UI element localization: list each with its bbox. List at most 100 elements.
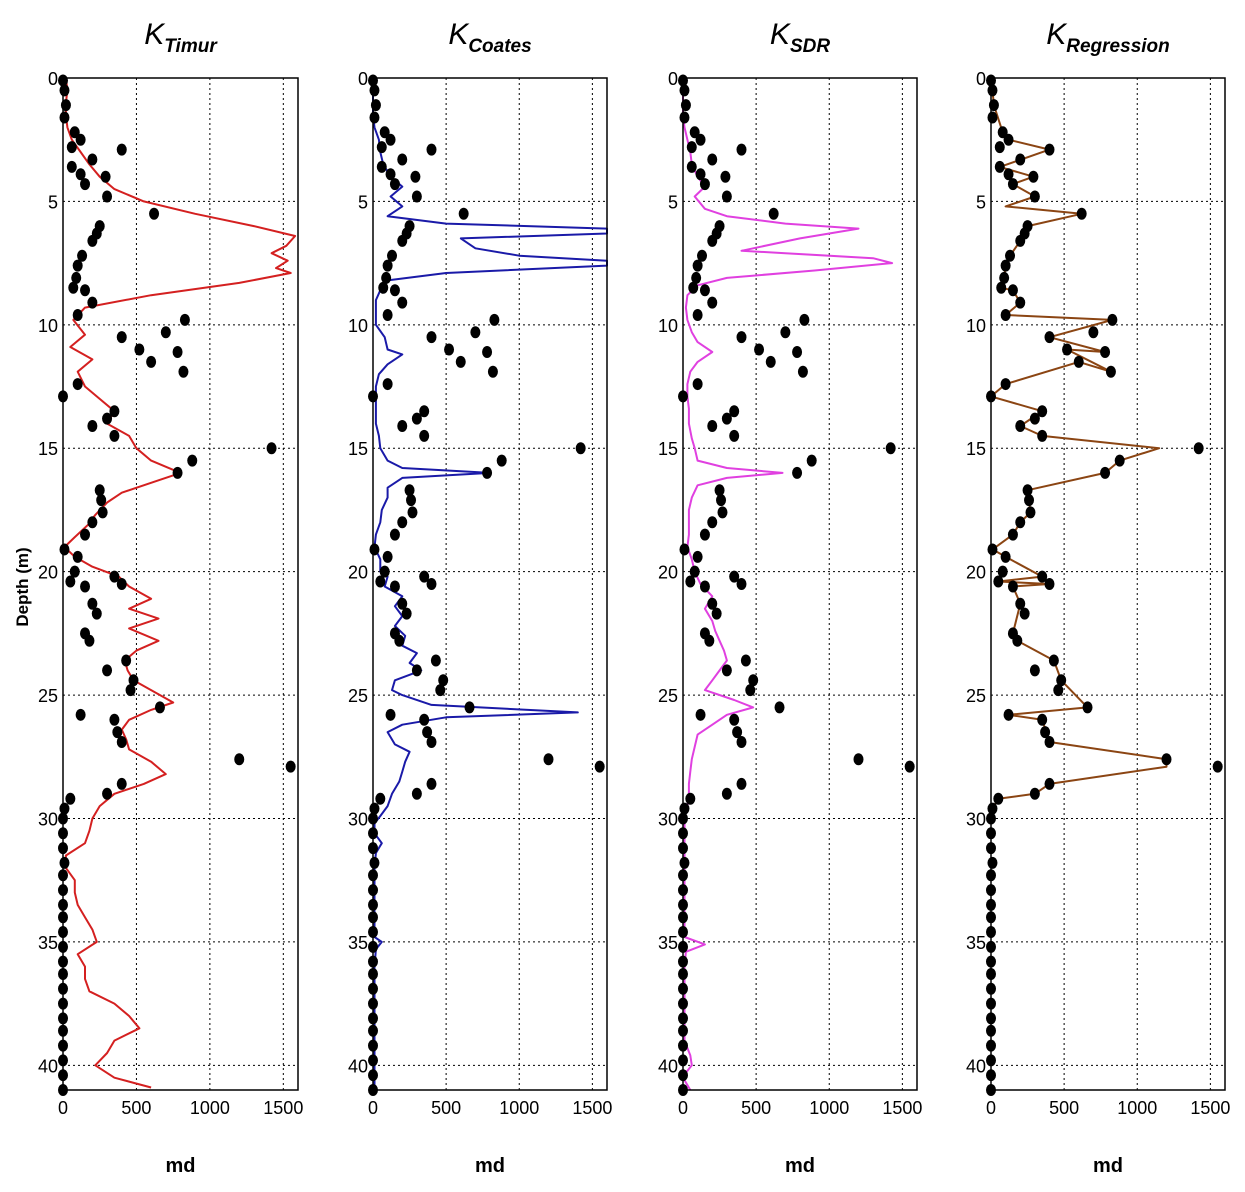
data-point xyxy=(149,207,160,220)
data-point xyxy=(470,326,481,339)
x-tick-label: 1500 xyxy=(882,1098,922,1118)
data-point xyxy=(1053,684,1064,697)
x-tick-label: 0 xyxy=(368,1098,378,1118)
x-axis-label: md xyxy=(1093,1155,1123,1177)
data-point xyxy=(438,674,449,687)
data-point xyxy=(72,259,83,272)
data-point xyxy=(146,355,157,368)
data-point xyxy=(1015,234,1026,247)
y-tick-label: 10 xyxy=(38,316,58,336)
data-point xyxy=(1082,701,1093,714)
data-point xyxy=(116,735,127,748)
data-point xyxy=(679,84,690,97)
data-point xyxy=(904,760,915,773)
data-point xyxy=(109,405,120,418)
data-point xyxy=(96,494,107,507)
data-point xyxy=(1062,343,1073,356)
data-point xyxy=(721,190,732,203)
data-point xyxy=(376,141,387,154)
data-point xyxy=(121,654,132,667)
data-point xyxy=(994,160,1005,173)
data-point xyxy=(1044,578,1055,590)
data-point xyxy=(109,713,120,726)
y-tick-label: 10 xyxy=(348,316,368,336)
data-point xyxy=(80,178,91,191)
data-point xyxy=(685,792,696,805)
data-point xyxy=(100,170,111,183)
data-point xyxy=(1029,664,1040,677)
data-point xyxy=(1044,735,1055,748)
data-point xyxy=(699,178,710,191)
data-point xyxy=(1000,308,1011,321)
data-point xyxy=(75,168,86,181)
panel-regression: 0 5 10 15 20 25 30 35 40 0 500 1000 1500 md KRegressio… xyxy=(966,18,1230,1177)
data-point xyxy=(1029,412,1040,425)
data-point xyxy=(797,365,808,378)
y-tick-label: 40 xyxy=(658,1056,678,1076)
y-tick-label: 0 xyxy=(668,69,678,89)
x-tick-label: 0 xyxy=(58,1098,68,1118)
data-point xyxy=(1088,326,1099,339)
data-point xyxy=(72,550,83,563)
x-axis-label: md xyxy=(785,1155,815,1177)
y-tick-label: 15 xyxy=(38,439,58,459)
title-main: K xyxy=(770,18,792,51)
data-point xyxy=(594,760,605,773)
data-point xyxy=(1007,284,1018,297)
data-point xyxy=(765,355,776,368)
data-point xyxy=(394,634,405,647)
data-point xyxy=(1037,570,1048,583)
title-subscript: Regression xyxy=(1066,36,1169,57)
plot-frame xyxy=(990,77,1226,1091)
data-point xyxy=(482,345,493,358)
data-point xyxy=(489,313,500,326)
data-point xyxy=(116,331,127,344)
data-point xyxy=(59,856,70,869)
data-point xyxy=(419,570,430,583)
data-point xyxy=(482,466,493,479)
data-point xyxy=(382,308,393,321)
data-point xyxy=(397,516,408,529)
data-point xyxy=(1000,378,1011,391)
data-point xyxy=(1107,313,1118,326)
data-point xyxy=(714,484,725,497)
data-point xyxy=(116,777,127,790)
y-tick-label: 10 xyxy=(658,316,678,336)
data-point xyxy=(65,792,76,805)
data-point xyxy=(691,271,702,284)
title-main: K xyxy=(144,18,166,51)
data-point xyxy=(387,249,398,262)
data-point xyxy=(426,777,437,790)
data-point xyxy=(768,207,779,220)
x-tick-label: 500 xyxy=(1049,1098,1079,1118)
data-point xyxy=(404,484,415,497)
data-point xyxy=(69,565,80,578)
data-point xyxy=(406,494,417,507)
data-point xyxy=(112,726,123,739)
x-tick-label: 500 xyxy=(741,1098,771,1118)
data-point xyxy=(385,168,396,181)
y-tick-label: 30 xyxy=(658,809,678,829)
data-point xyxy=(444,343,455,356)
data-point xyxy=(729,713,740,726)
data-point xyxy=(102,787,113,800)
data-point xyxy=(397,153,408,166)
data-point xyxy=(729,570,740,583)
data-point xyxy=(382,259,393,272)
data-point xyxy=(792,345,803,358)
data-point xyxy=(385,708,396,721)
data-point xyxy=(59,543,70,556)
data-point xyxy=(1028,170,1039,183)
data-point xyxy=(699,284,710,297)
data-point xyxy=(774,701,785,714)
y-tick-label: 25 xyxy=(658,686,678,706)
data-point xyxy=(487,365,498,378)
data-point xyxy=(987,543,998,556)
y-tick-label: 35 xyxy=(38,933,58,953)
data-point xyxy=(66,141,77,154)
panel-title: KCoates xyxy=(448,18,531,57)
y-tick-label: 20 xyxy=(966,563,986,583)
data-point xyxy=(721,412,732,425)
data-point xyxy=(496,454,507,467)
data-point xyxy=(455,355,466,368)
